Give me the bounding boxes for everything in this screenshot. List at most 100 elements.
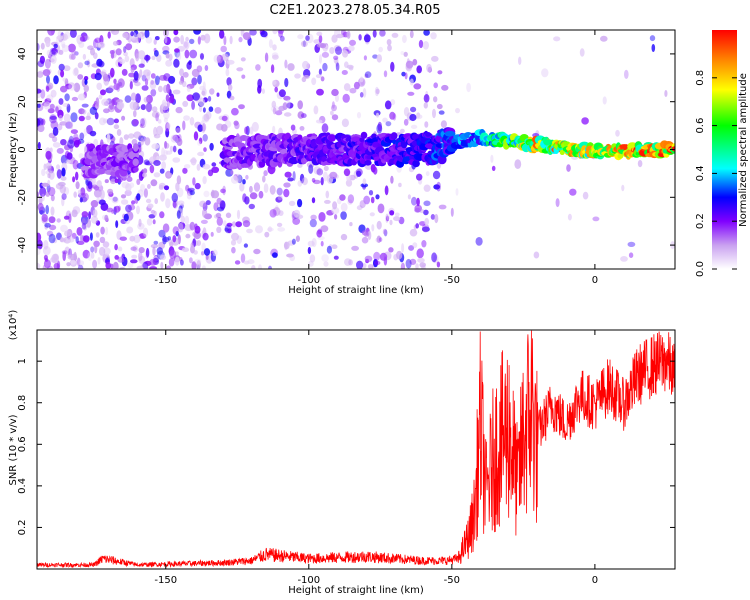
heatmap-band-cell <box>617 153 624 159</box>
heatmap-cell <box>455 188 459 196</box>
heatmap-cell <box>142 227 149 237</box>
heatmap-cell <box>316 31 323 36</box>
heatmap-cell <box>466 82 471 93</box>
heatmap-cell <box>398 182 402 188</box>
heatmap-cell <box>106 133 111 143</box>
heatmap-cell <box>441 84 449 91</box>
heatmap-cell <box>422 226 430 232</box>
heatmap-cell <box>162 223 170 233</box>
heatmap-cell <box>147 203 154 209</box>
heatmap-cell <box>423 209 429 216</box>
heatmap-cell <box>39 210 44 215</box>
heatmap-cell <box>41 214 48 222</box>
heatmap-cell <box>138 63 145 68</box>
heatmap-cell <box>602 96 607 105</box>
heatmap-cell <box>325 190 330 199</box>
heatmap-cell <box>410 124 418 129</box>
heatmap-cell <box>283 95 291 101</box>
heatmap-cell <box>358 34 362 41</box>
y-tick-label: 40 <box>17 48 28 61</box>
heatmap-cell <box>37 117 44 126</box>
heatmap-cell <box>347 194 355 204</box>
heatmap-cell <box>309 218 317 228</box>
heatmap-cell <box>85 115 91 121</box>
heatmap-cell <box>126 176 133 182</box>
heatmap-cell <box>277 195 283 201</box>
heatmap-cell <box>50 194 55 202</box>
heatmap-cell <box>94 244 98 254</box>
heatmap-cell <box>615 129 620 137</box>
heatmap-cell <box>363 55 367 61</box>
heatmap-cell <box>302 60 309 70</box>
x-tick-label: -50 <box>444 275 460 286</box>
heatmap-cell <box>326 245 332 254</box>
heatmap-cell <box>161 147 165 158</box>
heatmap-cell <box>192 177 196 186</box>
heatmap-cell <box>196 163 201 171</box>
heatmap-cell <box>78 108 85 115</box>
heatmap-cell <box>162 235 167 245</box>
heatmap-cell <box>201 90 206 96</box>
heatmap-cell <box>319 54 322 64</box>
heatmap-cell <box>140 104 146 111</box>
heatmap-cell <box>73 251 77 262</box>
heatmap-cell <box>151 55 156 61</box>
heatmap-cell <box>651 44 656 52</box>
heatmap-cell <box>99 236 106 244</box>
heatmap-cell <box>46 49 52 57</box>
heatmap-cell <box>400 51 405 55</box>
heatmap-cell <box>171 192 178 203</box>
heatmap-cell <box>61 250 68 255</box>
heatmap-cell <box>425 171 430 177</box>
heatmap-cell <box>83 225 87 231</box>
heatmap-cell <box>199 200 207 208</box>
heatmap-cell <box>434 213 439 224</box>
heatmap-cell <box>70 112 78 123</box>
heatmap-cell <box>185 233 191 239</box>
heatmap-cell <box>628 252 634 258</box>
heatmap-cell <box>231 246 236 254</box>
heatmap-cell <box>166 265 172 269</box>
heatmap-cell <box>436 103 443 110</box>
heatmap-cell <box>40 42 45 50</box>
heatmap-cell <box>81 211 89 218</box>
heatmap-cell <box>83 76 89 81</box>
y-tick-label: -40 <box>17 237 28 253</box>
heatmap-cell <box>242 179 246 185</box>
heatmap-cell <box>286 99 291 109</box>
heatmap-cell <box>47 173 51 179</box>
heatmap-cell <box>125 43 133 51</box>
heatmap-cell <box>341 70 348 75</box>
heatmap-cell <box>149 266 158 269</box>
heatmap-cell <box>130 31 134 37</box>
heatmap-cell <box>403 51 408 57</box>
heatmap-cell <box>321 254 329 262</box>
heatmap-cell <box>423 184 431 192</box>
heatmap-cell <box>73 191 77 198</box>
heatmap-cell <box>320 225 329 233</box>
heatmap-cell <box>383 256 387 261</box>
heatmap-cell <box>490 154 494 163</box>
heatmap-cell <box>62 103 70 107</box>
heatmap-cell <box>174 48 180 53</box>
heatmap-cell <box>117 78 125 88</box>
heatmap-cell <box>177 148 183 155</box>
heatmap-cell <box>349 222 353 227</box>
heatmap-cell <box>168 96 175 104</box>
heatmap-cell <box>173 36 180 43</box>
heatmap-cell <box>133 234 141 244</box>
heatmap-cell <box>150 88 157 97</box>
heatmap-cell <box>331 104 337 112</box>
heatmap-cell <box>126 226 134 234</box>
heatmap-cell <box>363 34 371 43</box>
heatmap-cell <box>107 31 111 39</box>
heatmap-cell <box>122 32 129 39</box>
colorbar-tick-label: 0.8 <box>695 70 706 86</box>
heatmap-cell <box>101 98 109 106</box>
heatmap-cell <box>268 39 273 49</box>
heatmap-cell <box>343 83 351 92</box>
heatmap-cell <box>225 212 232 219</box>
heatmap-cell <box>284 77 289 88</box>
heatmap-cell <box>231 107 239 116</box>
heatmap-cell <box>405 258 412 269</box>
